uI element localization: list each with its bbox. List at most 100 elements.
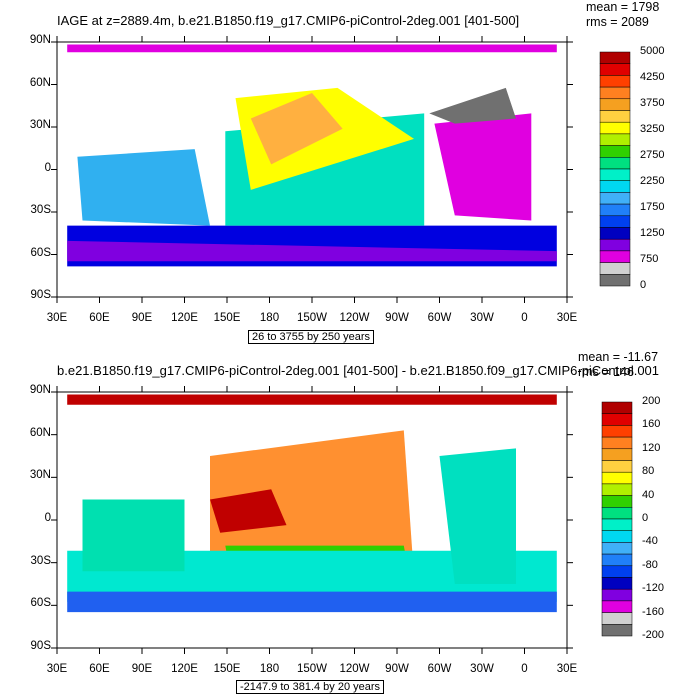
lat-label: 90S <box>30 640 51 652</box>
lon-label: 90E <box>131 663 153 675</box>
lon-label: 30W <box>470 663 494 675</box>
lat-label: 30S <box>30 554 51 567</box>
lon-label: 0 <box>521 663 528 675</box>
colorbar-label: 1250 <box>640 227 665 239</box>
lon-label: 60E <box>89 663 110 675</box>
lat-label: 30N <box>29 119 51 131</box>
colorbar-swatch <box>599 215 631 228</box>
colorbar-swatch <box>601 483 633 496</box>
lat-label: 0 <box>44 512 51 524</box>
colorbar-label: 5000 <box>640 45 665 57</box>
lon-label: 0 <box>521 312 528 324</box>
colorbar-swatch <box>599 203 631 217</box>
lon-label: 120W <box>339 663 370 675</box>
lon-label: 150E <box>213 663 241 675</box>
colorbar-swatch <box>601 565 633 578</box>
colorbar-swatch <box>599 133 631 146</box>
panel2-range-label: -2147.9 to 381.4 by 20 years <box>236 680 385 694</box>
lat-label: 60S <box>30 246 51 259</box>
colorbar-swatch <box>599 274 631 287</box>
colorbar-label: 200 <box>642 395 661 407</box>
colorbar-label: 160 <box>642 418 661 431</box>
colorbar-swatch <box>599 121 631 135</box>
colorbar-label: 3250 <box>640 123 665 135</box>
southern-deep-diff <box>67 591 557 613</box>
colorbar-swatch <box>599 75 631 88</box>
colorbar-swatch <box>601 588 633 602</box>
colorbar-label: 40 <box>642 488 655 501</box>
arctic-diff <box>67 394 557 405</box>
colorbar-label: 4250 <box>640 71 665 83</box>
lat-label: 90N <box>29 384 51 396</box>
colorbar-swatch <box>601 471 633 485</box>
lon-label: 180 <box>259 312 280 324</box>
colorbar-swatch <box>601 448 633 461</box>
colorbar-swatch <box>601 624 633 637</box>
colorbar-swatch <box>599 262 631 275</box>
colorbar-swatch <box>599 168 631 181</box>
colorbar-swatch <box>599 63 631 76</box>
colorbar-swatch <box>599 157 631 170</box>
lat-label: 30N <box>29 469 51 482</box>
colorbar-swatch <box>599 98 631 111</box>
colorbar-label: 2750 <box>640 149 665 161</box>
colorbar-swatch <box>601 612 633 625</box>
colorbar-swatch <box>599 192 631 205</box>
colorbar-swatch <box>601 577 633 590</box>
colorbar-label: 2250 <box>640 175 665 187</box>
lon-label: 150E <box>213 312 241 324</box>
panel2-rms: rms = 146 <box>578 365 634 379</box>
panel2-title: b.e21.B1850.f19_g17.CMIP6-piControl-2deg… <box>57 363 660 378</box>
colorbar-swatch <box>601 425 633 438</box>
panel1-title: IAGE at z=2889.4m, b.e21.B1850.f19_g17.C… <box>57 13 520 28</box>
colorbar-swatch <box>599 145 631 158</box>
panel1-range-label: 26 to 3755 by 250 years <box>248 330 375 344</box>
lon-label: 120W <box>339 312 370 324</box>
colorbar-swatch <box>601 530 633 543</box>
colorbar-swatch <box>601 413 633 426</box>
colorbar-label: -80 <box>642 558 658 571</box>
colorbar-swatch <box>599 250 631 263</box>
panel1-mean: mean = 1798 <box>586 0 660 14</box>
colorbar-label: 80 <box>642 465 655 478</box>
lon-label: 30E <box>46 663 68 675</box>
colorbar-label: -120 <box>642 582 665 595</box>
lon-label: 180 <box>259 663 280 675</box>
lon-label: 120E <box>171 312 198 324</box>
colorbar-swatch <box>601 600 633 613</box>
colorbar-swatch <box>601 460 633 473</box>
southern-ocean-deep <box>67 240 557 262</box>
colorbar-swatch <box>601 553 633 567</box>
lat-label: 90S <box>30 289 51 301</box>
pacific-diff <box>210 430 414 577</box>
lon-label: 60E <box>89 312 110 324</box>
lat-label: 0 <box>44 161 51 174</box>
lat-label: 60N <box>29 426 51 439</box>
arctic <box>67 44 557 53</box>
pacific-north <box>250 93 343 165</box>
lon-label: 90W <box>385 312 409 324</box>
colorbar-label: 120 <box>642 441 661 454</box>
colorbar-swatch <box>601 495 633 508</box>
colorbar-swatch <box>599 238 631 252</box>
colorbar-swatch <box>601 436 633 450</box>
lon-label: 150W <box>296 663 328 675</box>
lon-label: 60W <box>427 312 452 324</box>
colorbar-label: -40 <box>642 535 658 548</box>
colorbar-swatch <box>601 401 633 414</box>
lon-label: 30E <box>556 312 578 324</box>
colorbar-label: 750 <box>640 253 659 265</box>
colorbar-label: -200 <box>642 629 665 641</box>
indian-ocean <box>77 149 211 226</box>
southern-diff <box>67 550 557 602</box>
colorbar-swatch <box>599 86 631 100</box>
colorbar-swatch <box>601 518 633 531</box>
colorbar-swatch <box>599 51 631 64</box>
colorbar-swatch <box>601 507 633 520</box>
colorbar-swatch <box>599 180 631 193</box>
atlantic <box>434 113 532 221</box>
lat-label: 60S <box>30 597 51 610</box>
colorbar-label: 0 <box>640 279 647 291</box>
lon-label: 90E <box>131 312 153 324</box>
